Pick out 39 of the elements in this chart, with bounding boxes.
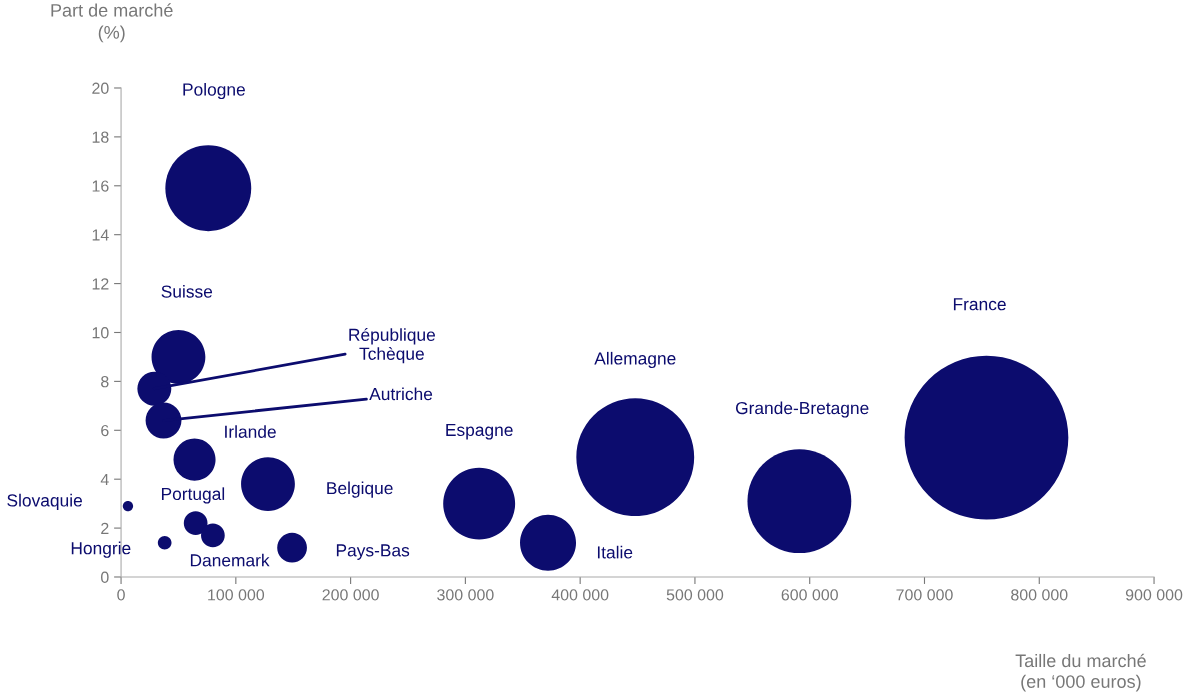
y-tick-label: 18 — [92, 131, 109, 143]
y-tick-label: 0 — [101, 571, 109, 583]
text: Grande-Bretagne — [735, 401, 869, 418]
x-tick-label: 600 000 — [781, 589, 838, 601]
x-tick-label: 800 000 — [1011, 589, 1068, 601]
series-label: Irlande — [225, 425, 276, 438]
text: Autriche — [369, 387, 433, 401]
y-tick-label: 20 — [92, 82, 109, 94]
y-tick-label: 10 — [92, 327, 109, 339]
x-tick-label: 900 000 — [1125, 589, 1183, 601]
text: Espagne — [446, 423, 513, 440]
y-tick-label: 14 — [92, 229, 109, 241]
x-tick-label: 200 000 — [322, 589, 379, 601]
y-axis-title: Part de marché (%) — [51, 3, 173, 43]
y-tick-label: 4 — [100, 473, 109, 485]
y-tick-label: 16 — [92, 180, 109, 192]
text: Slovaquie — [7, 493, 82, 511]
y-tick-label: 8 — [101, 376, 109, 388]
x-tick-label: 0 — [117, 589, 125, 601]
y-tick-label: 12 — [92, 278, 109, 290]
x-axis-title: Taille du marché (en ‘000 euros) — [1015, 653, 1146, 692]
text: France — [953, 298, 1006, 311]
text: Allemagne — [594, 351, 676, 369]
series-label: Italie — [597, 545, 633, 559]
x-tick-label: 500 000 — [666, 589, 724, 601]
series-label: Portugal — [161, 487, 225, 504]
text: République Tchèque — [349, 328, 435, 364]
series-label: Belgique — [327, 481, 393, 498]
y-tick-label: 6 — [101, 424, 109, 437]
x-tick-label: 100 000 — [208, 589, 265, 601]
x-tick-label: 700 000 — [896, 589, 953, 601]
text: Pologne — [183, 82, 245, 100]
series-label: Suisse — [161, 284, 213, 298]
y-tick-label: 2 — [101, 522, 109, 534]
x-tick-label: 300 000 — [437, 589, 494, 601]
series-label: Hongrie — [71, 541, 131, 558]
x-tick-label: 400 000 — [551, 589, 609, 601]
series-label: Pays-Bas — [336, 544, 410, 560]
series-label: Danemark — [190, 553, 270, 567]
